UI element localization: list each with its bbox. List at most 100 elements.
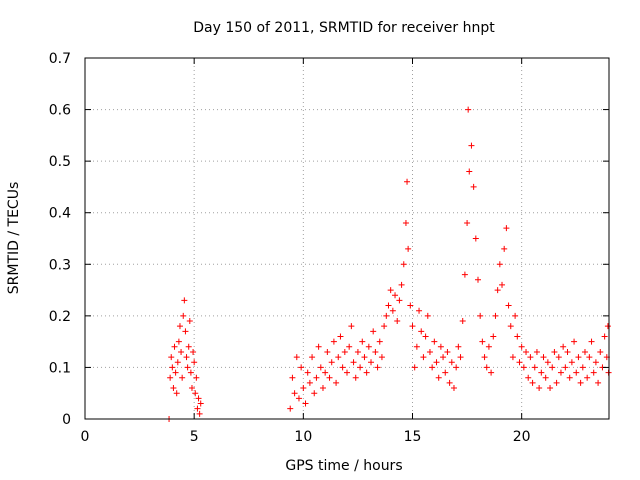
data-point [324, 348, 331, 355]
data-point [571, 338, 578, 345]
data-point [461, 271, 468, 278]
data-point [173, 390, 180, 397]
data-point [196, 410, 203, 417]
data-point [466, 168, 473, 175]
data-point [542, 374, 549, 381]
data-point [435, 374, 442, 381]
data-point [197, 400, 204, 407]
data-point [167, 374, 174, 381]
data-points [166, 106, 612, 422]
data-point [326, 374, 333, 381]
data-point [470, 183, 477, 190]
data-point [333, 379, 340, 386]
data-point [168, 354, 175, 361]
data-point [387, 287, 394, 294]
data-point [547, 385, 554, 392]
data-point [298, 364, 305, 371]
data-point [381, 323, 388, 330]
data-point [516, 359, 523, 366]
data-point [523, 348, 530, 355]
data-point [490, 333, 497, 340]
data-point [448, 359, 455, 366]
x-tick-label: 0 [81, 429, 90, 445]
data-point [293, 354, 300, 361]
data-point [431, 338, 438, 345]
data-point [604, 323, 611, 330]
data-point [344, 369, 350, 376]
data-point [575, 354, 582, 361]
data-point [175, 338, 182, 345]
data-point [531, 364, 538, 371]
data-point [483, 364, 490, 371]
data-point [520, 364, 527, 371]
data-point [424, 312, 431, 319]
y-tick-labels: 0 0.1 0.2 0.3 0.4 0.5 0.6 0.7 [49, 51, 71, 428]
data-point [475, 276, 481, 283]
data-point [418, 328, 425, 335]
data-point [588, 338, 595, 345]
y-tick-label: 0.4 [49, 206, 71, 222]
data-point [579, 364, 586, 371]
plot-frame [84, 57, 610, 420]
data-point [317, 364, 324, 371]
y-tick-label: 0.3 [49, 257, 71, 273]
data-point [525, 374, 532, 381]
data-point [426, 348, 433, 355]
data-point [581, 348, 588, 355]
data-point [194, 405, 201, 412]
data-point [363, 369, 370, 376]
y-tick-label: 0 [62, 412, 71, 428]
data-point [527, 354, 534, 361]
data-point [188, 385, 195, 392]
data-point [315, 343, 322, 350]
data-point [180, 312, 187, 319]
data-point [383, 312, 390, 319]
data-point [442, 369, 449, 376]
data-point [407, 302, 414, 309]
data-point [512, 312, 519, 319]
data-point [337, 333, 344, 340]
data-point [509, 354, 516, 361]
data-point [560, 343, 567, 350]
data-point [464, 220, 471, 227]
data-point [457, 354, 464, 361]
data-point [370, 328, 377, 335]
data-point [573, 369, 580, 376]
data-point [372, 348, 379, 355]
data-point [295, 395, 302, 402]
data-point [346, 343, 353, 350]
y-tick-label: 0.6 [49, 103, 71, 119]
data-point [361, 354, 368, 361]
y-tick-label: 0.5 [49, 154, 71, 170]
data-point [398, 281, 405, 288]
data-point [465, 106, 472, 113]
data-point [181, 297, 188, 304]
x-tick-labels: 0 5 10 15 20 [81, 429, 531, 445]
data-point [411, 364, 418, 371]
data-point [409, 323, 416, 330]
data-point [176, 323, 183, 330]
data-point [311, 390, 318, 397]
data-point [481, 354, 488, 361]
data-point [348, 323, 355, 330]
data-point [492, 312, 499, 319]
data-point [172, 369, 179, 376]
data-point [328, 359, 335, 366]
data-point [577, 379, 584, 386]
axis-ticks [84, 57, 609, 420]
data-point [185, 343, 192, 350]
data-point [536, 385, 543, 392]
data-point [540, 354, 547, 361]
data-point [300, 385, 307, 392]
data-point [533, 348, 540, 355]
data-point [352, 374, 359, 381]
x-tick-label: 10 [294, 429, 312, 445]
data-point [396, 297, 403, 304]
data-point [551, 348, 558, 355]
data-point [444, 348, 451, 355]
data-point [378, 354, 385, 361]
x-tick-label: 20 [513, 429, 531, 445]
chart-title: Day 150 of 2011, SRMTID for receiver hnp… [193, 20, 495, 36]
data-point [437, 343, 444, 350]
